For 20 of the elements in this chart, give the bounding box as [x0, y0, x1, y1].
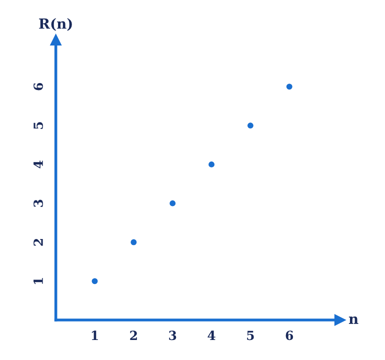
y-tick-label: 1 [34, 278, 43, 284]
point [247, 122, 254, 128]
y-tick-label: 5 [34, 122, 43, 129]
y-tick-label: 6 [34, 82, 43, 90]
x-tick-label: 6 [286, 330, 294, 340]
x-tick-label: 3 [169, 330, 176, 340]
y-axis-title: R(n) [39, 18, 72, 31]
y-tick-label: 4 [34, 160, 43, 168]
x-axis-title: n [348, 316, 358, 324]
x-tick-label: 2 [130, 330, 137, 340]
x-tick-label: 5 [247, 330, 254, 340]
x-tick-label: 4 [208, 330, 216, 340]
point [92, 278, 98, 284]
point [208, 161, 214, 168]
point [130, 239, 137, 246]
y-tick-label: 3 [34, 200, 43, 207]
y-tick-label: 2 [34, 239, 43, 246]
point [170, 200, 176, 206]
x-tick-label: 1 [92, 330, 98, 340]
point [286, 84, 292, 90]
